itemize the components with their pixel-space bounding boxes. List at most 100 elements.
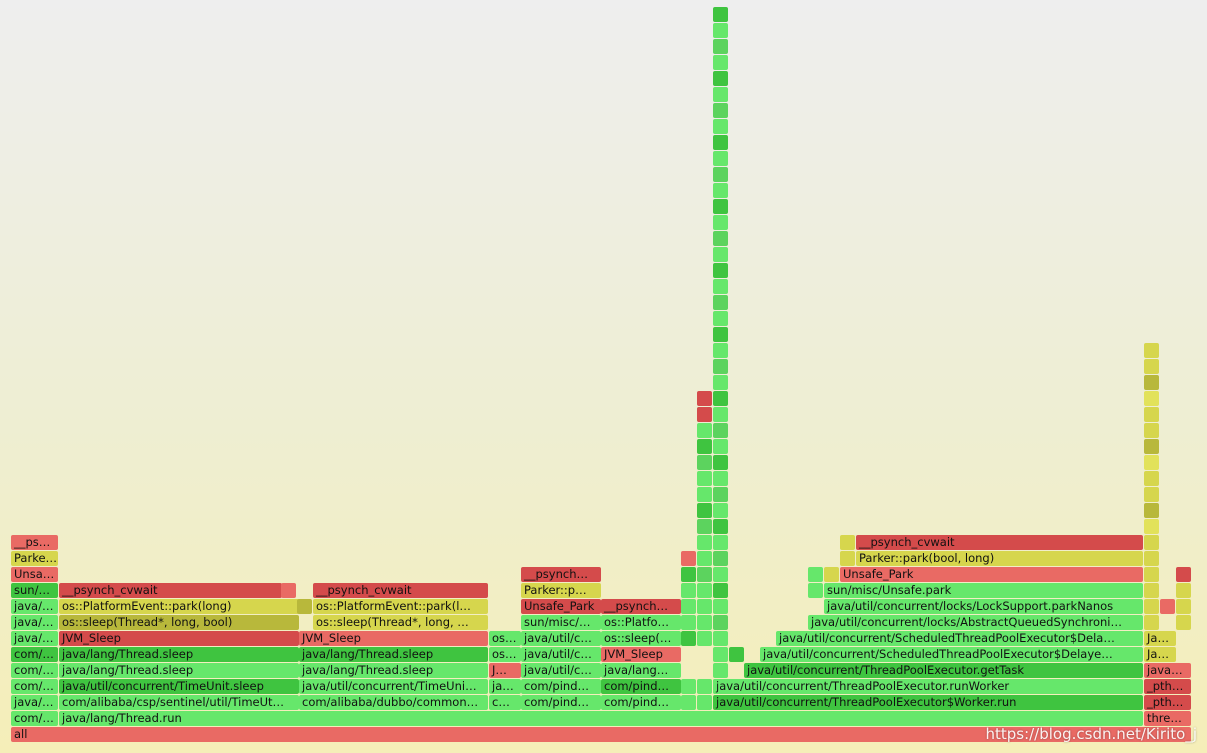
stack-frame[interactable]: os… [489,647,521,662]
stack-frame-collapsed[interactable] [713,327,728,342]
stack-frame[interactable]: java/util/c… [521,647,601,662]
stack-frame[interactable]: Unsa… [11,567,58,582]
stack-frame[interactable]: java… [1144,663,1191,678]
stack-frame-collapsed[interactable] [713,647,728,662]
stack-frame-collapsed[interactable] [713,167,728,182]
stack-frame[interactable]: java/util/concurrent/locks/AbstractQueue… [808,615,1143,630]
stack-frame-collapsed[interactable] [1144,503,1159,518]
stack-frame[interactable]: java/lang/Thread.sleep [59,647,299,662]
stack-frame-collapsed[interactable] [713,455,728,470]
stack-frame[interactable]: java/… [11,599,58,614]
stack-frame[interactable]: com/pind… [521,695,601,710]
stack-frame[interactable]: __psynch… [601,599,681,614]
stack-frame-collapsed[interactable] [713,439,728,454]
stack-frame-collapsed[interactable] [697,535,712,550]
stack-frame-collapsed[interactable] [697,455,712,470]
stack-frame[interactable]: __ps… [11,535,58,550]
stack-frame-collapsed[interactable] [1144,439,1159,454]
stack-frame-collapsed[interactable] [713,375,728,390]
stack-frame-collapsed[interactable] [281,583,296,598]
stack-frame-collapsed[interactable] [697,615,712,630]
stack-frame-collapsed[interactable] [713,23,728,38]
stack-frame[interactable]: c… [489,695,521,710]
stack-frame-collapsed[interactable] [1144,487,1159,502]
stack-frame-collapsed[interactable] [1160,599,1175,614]
stack-frame-collapsed[interactable] [808,583,823,598]
stack-frame[interactable]: os… [489,631,521,646]
stack-frame[interactable]: java/lang/Thread.sleep [59,663,299,678]
stack-frame[interactable]: J… [489,663,521,678]
stack-frame[interactable]: java/… [11,615,58,630]
stack-frame[interactable]: com/pind… [521,679,601,694]
stack-frame-collapsed[interactable] [681,551,696,566]
stack-frame[interactable]: com/alibaba/dubbo/common… [299,695,488,710]
stack-frame[interactable]: os::sleep(Thread*, long, bool) [59,615,299,630]
stack-frame[interactable]: java/util/concurrent/TimeUnit.sleep [59,679,299,694]
stack-frame-collapsed[interactable] [697,695,712,710]
stack-frame-collapsed[interactable] [697,679,712,694]
stack-frame-collapsed[interactable] [713,471,728,486]
stack-frame[interactable]: sun/misc/Unsafe.park [824,583,1143,598]
stack-frame[interactable]: __psynch_cvwait [59,583,282,598]
stack-frame[interactable]: os::sleep(… [601,631,681,646]
stack-frame-collapsed[interactable] [1144,567,1159,582]
stack-frame-collapsed[interactable] [840,535,855,550]
stack-frame-collapsed[interactable] [713,551,728,566]
stack-frame-collapsed[interactable] [681,567,696,582]
stack-frame-collapsed[interactable] [697,487,712,502]
stack-frame[interactable]: Ja… [1144,631,1176,646]
stack-frame[interactable]: java/lang/Thread.sleep [299,647,488,662]
stack-frame[interactable]: _pth… [1144,695,1191,710]
stack-frame-collapsed[interactable] [713,583,728,598]
stack-frame-collapsed[interactable] [697,407,712,422]
stack-frame[interactable]: Parker::p… [521,583,601,598]
stack-frame[interactable]: os::PlatformEvent::park(l… [313,599,488,614]
stack-frame-collapsed[interactable] [697,503,712,518]
stack-frame-collapsed[interactable] [1144,599,1159,614]
stack-frame-collapsed[interactable] [713,55,728,70]
stack-frame-collapsed[interactable] [1144,359,1159,374]
stack-frame-collapsed[interactable] [713,151,728,166]
stack-frame-collapsed[interactable] [681,599,696,614]
stack-frame[interactable]: sun/… [11,583,58,598]
stack-frame-collapsed[interactable] [713,487,728,502]
stack-frame-collapsed[interactable] [697,439,712,454]
stack-frame-collapsed[interactable] [681,695,696,710]
stack-frame[interactable]: java/lang/Thread.sleep [299,663,488,678]
stack-frame-collapsed[interactable] [1176,599,1191,614]
stack-frame-collapsed[interactable] [1144,455,1159,470]
stack-frame[interactable]: Unsafe_Park [840,567,1143,582]
stack-frame[interactable]: java/util/concurrent/TimeUni… [299,679,488,694]
stack-frame[interactable]: java/util/concurrent/ThreadPoolExecutor$… [713,695,1143,710]
stack-frame-collapsed[interactable] [713,311,728,326]
stack-frame-collapsed[interactable] [713,279,728,294]
stack-frame[interactable]: java/… [11,695,58,710]
stack-frame[interactable]: os::Platfo… [601,615,681,630]
stack-frame-collapsed[interactable] [713,567,728,582]
stack-frame-collapsed[interactable] [713,39,728,54]
stack-frame[interactable]: Ja… [1144,647,1176,662]
stack-frame-collapsed[interactable] [1144,535,1159,550]
stack-frame-collapsed[interactable] [713,119,728,134]
stack-frame[interactable]: com/pind… [601,679,681,694]
stack-frame-collapsed[interactable] [713,391,728,406]
stack-frame-collapsed[interactable] [1144,343,1159,358]
stack-frame[interactable]: com/… [11,711,58,726]
stack-frame[interactable]: java/util/concurrent/ThreadPoolExecutor.… [713,679,1143,694]
stack-frame[interactable]: sun/misc/… [521,615,601,630]
stack-frame[interactable]: ja… [489,679,521,694]
stack-frame-collapsed[interactable] [1144,615,1159,630]
stack-frame-collapsed[interactable] [713,199,728,214]
stack-frame-collapsed[interactable] [697,423,712,438]
stack-frame-collapsed[interactable] [713,183,728,198]
stack-frame-collapsed[interactable] [713,7,728,22]
stack-frame-collapsed[interactable] [1176,567,1191,582]
stack-frame[interactable]: __psynch_cvwait [856,535,1143,550]
stack-frame-collapsed[interactable] [713,247,728,262]
stack-frame-collapsed[interactable] [713,231,728,246]
stack-frame[interactable]: all [11,727,1191,742]
stack-frame-collapsed[interactable] [713,663,728,678]
stack-frame-collapsed[interactable] [1144,423,1159,438]
stack-frame[interactable]: Parke… [11,551,58,566]
stack-frame-collapsed[interactable] [713,503,728,518]
